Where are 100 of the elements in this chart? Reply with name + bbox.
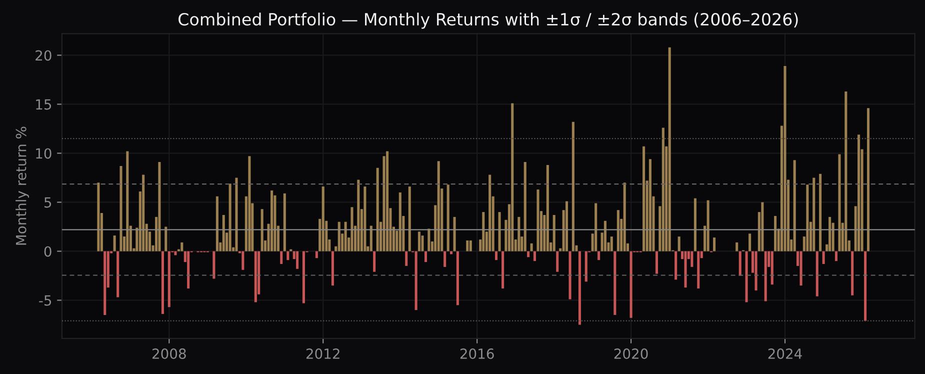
bar <box>864 251 867 321</box>
bar <box>216 196 218 252</box>
bar <box>260 209 264 252</box>
bar <box>502 251 504 288</box>
bar <box>736 242 738 252</box>
bar <box>364 186 366 252</box>
bar <box>373 251 376 272</box>
y-tick-label: -5 <box>39 295 52 306</box>
bar <box>428 228 430 252</box>
bar <box>424 251 428 262</box>
bar <box>536 189 540 252</box>
bar <box>322 186 324 252</box>
bar <box>527 251 530 258</box>
bar <box>116 251 120 298</box>
bar <box>187 251 190 288</box>
bar <box>851 251 854 296</box>
bar <box>648 159 652 252</box>
bar <box>331 251 334 286</box>
bar <box>248 156 251 252</box>
bar <box>437 161 440 252</box>
bar <box>180 242 184 252</box>
bar <box>296 251 299 269</box>
bar <box>120 166 122 252</box>
bar <box>844 91 848 252</box>
bar <box>690 251 694 267</box>
y-tick-label: 10 <box>36 148 52 159</box>
bar <box>623 182 626 252</box>
bar <box>254 251 257 302</box>
bar <box>280 251 283 264</box>
bar <box>668 47 671 252</box>
bar <box>838 154 841 252</box>
bar <box>302 251 305 304</box>
bar <box>770 251 774 285</box>
bar <box>494 251 498 260</box>
bar <box>350 207 354 252</box>
bar <box>315 251 318 258</box>
chart-title: Combined Portfolio — Monthly Returns with ±1σ / ±2σ bands (2006–2026) <box>178 12 798 29</box>
bar <box>578 251 581 325</box>
bar <box>800 251 802 286</box>
bar <box>806 184 809 252</box>
bar <box>754 251 758 290</box>
bar <box>338 222 340 252</box>
x-tick-label: 2016 <box>460 348 494 359</box>
bar <box>235 178 238 252</box>
bar <box>113 236 116 252</box>
bar <box>530 243 533 252</box>
bar <box>168 251 170 308</box>
bar <box>598 251 600 260</box>
bar <box>357 180 360 252</box>
bar <box>706 200 710 252</box>
bar <box>684 251 687 288</box>
bar <box>552 214 556 252</box>
bar <box>344 222 347 252</box>
bar <box>212 251 216 279</box>
bar <box>466 240 469 252</box>
bar <box>444 251 446 267</box>
y-tick-label: 5 <box>44 197 52 208</box>
bar <box>738 251 742 276</box>
bar <box>286 251 290 260</box>
bar <box>450 251 453 254</box>
bar <box>816 251 818 296</box>
bar <box>784 66 786 252</box>
bar <box>793 160 796 252</box>
bar <box>370 226 372 252</box>
bar <box>453 216 456 252</box>
bar <box>421 236 424 252</box>
bar <box>446 184 450 252</box>
bar <box>242 251 244 270</box>
bar <box>533 251 536 262</box>
bar <box>222 214 225 252</box>
bar <box>414 251 418 310</box>
y-tick-label: 15 <box>36 99 52 110</box>
bar <box>164 226 168 252</box>
bar <box>126 151 129 252</box>
bar <box>511 103 514 252</box>
bar <box>822 251 825 264</box>
bar <box>828 216 832 252</box>
bar <box>748 234 752 252</box>
bar <box>270 190 274 252</box>
bar <box>630 251 632 318</box>
bar <box>469 240 472 252</box>
bar <box>713 238 716 252</box>
bar <box>405 251 408 266</box>
y-axis-title: Monthly return % <box>16 126 30 245</box>
bar <box>161 251 164 314</box>
bar <box>456 251 459 306</box>
bar <box>745 251 748 302</box>
bar <box>524 162 526 252</box>
bar <box>834 251 838 262</box>
bar <box>546 164 549 252</box>
bar <box>498 212 501 252</box>
x-tick-label: 2024 <box>768 348 802 359</box>
bar <box>858 134 860 252</box>
bar <box>616 210 620 252</box>
bar <box>662 128 664 252</box>
bar <box>610 236 613 252</box>
bar <box>614 251 616 315</box>
bar <box>774 216 777 252</box>
bar <box>764 251 767 302</box>
bar <box>398 192 402 252</box>
